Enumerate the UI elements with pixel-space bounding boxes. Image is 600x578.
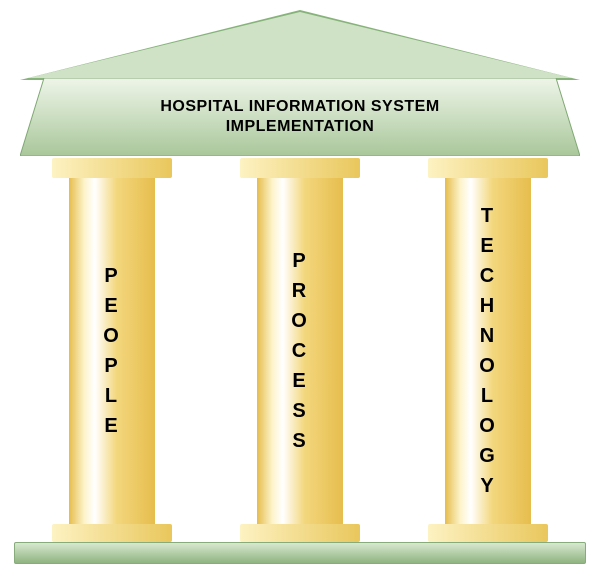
pillar-cap <box>240 158 360 178</box>
pillar-foot <box>240 524 360 542</box>
pillar-cap <box>52 158 172 178</box>
roof-triangle-front <box>28 12 572 78</box>
pillar-technology: TECHNOLOGY <box>434 158 542 542</box>
pillar-cap <box>428 158 548 178</box>
base-platform <box>14 542 586 564</box>
temple-diagram: HOSPITAL INFORMATION SYSTEM IMPLEMENTATI… <box>0 0 600 578</box>
diagram-title: HOSPITAL INFORMATION SYSTEM IMPLEMENTATI… <box>160 97 439 137</box>
pillar-process: PROCESS <box>246 158 354 542</box>
pillar-label: PROCESS <box>291 251 309 451</box>
pillar-shaft: TECHNOLOGY <box>445 178 531 524</box>
pillar-label: TECHNOLOGY <box>479 206 497 496</box>
pillar-label: PEOPLE <box>103 266 121 436</box>
pillars-row: PEOPLE PROCESS TECHNOLOGY <box>58 158 542 542</box>
pillar-foot <box>428 524 548 542</box>
pillar-shaft: PROCESS <box>257 178 343 524</box>
pillar-foot <box>52 524 172 542</box>
pediment: HOSPITAL INFORMATION SYSTEM IMPLEMENTATI… <box>20 78 580 156</box>
pillar-shaft: PEOPLE <box>69 178 155 524</box>
pillar-people: PEOPLE <box>58 158 166 542</box>
